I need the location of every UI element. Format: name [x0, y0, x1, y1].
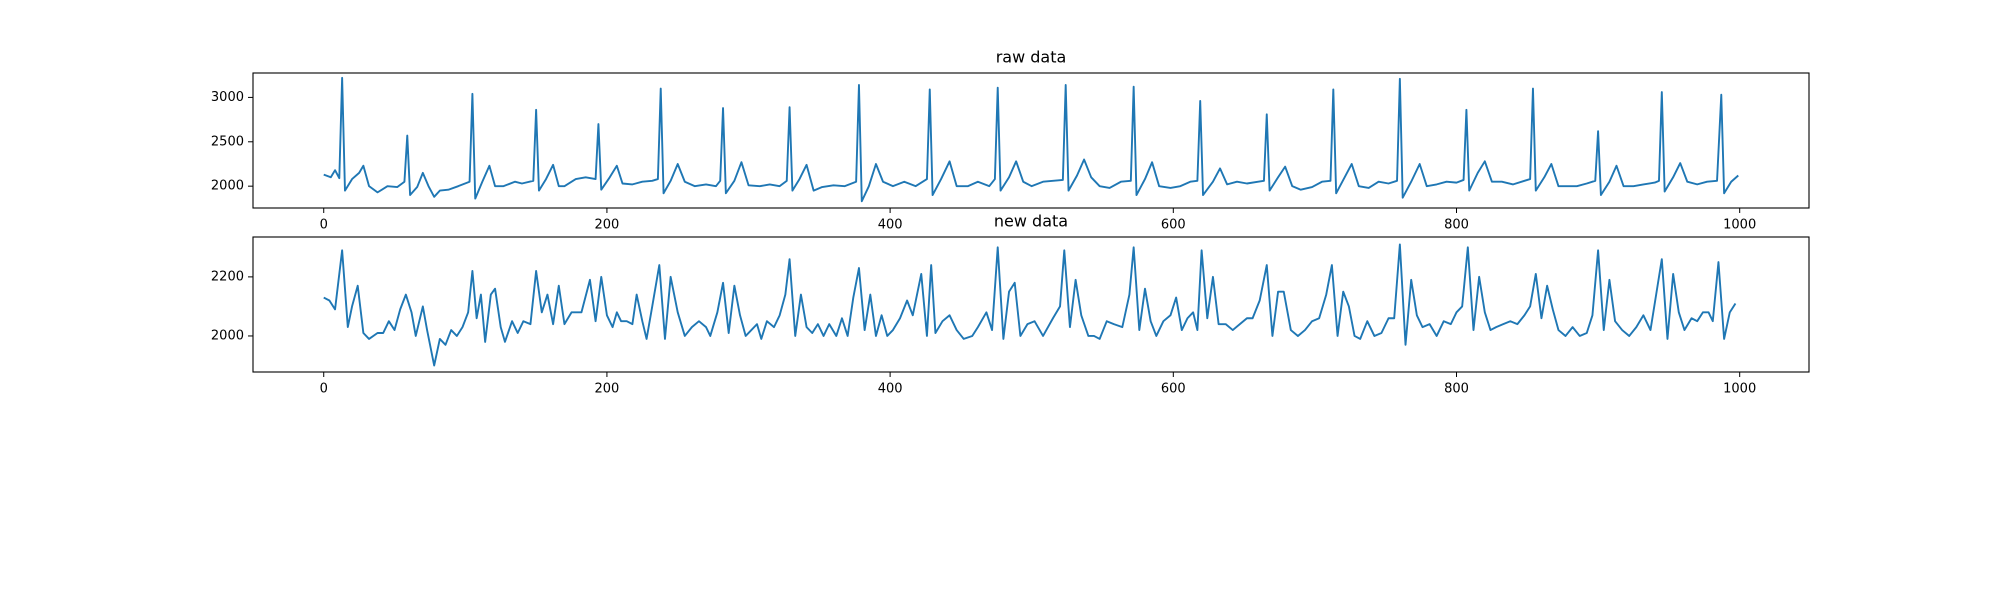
data-line — [323, 76, 1739, 203]
axes-frame — [252, 236, 1810, 373]
x-tick-label: 1000 — [1723, 382, 1756, 397]
x-tick-label: 800 — [1444, 218, 1469, 233]
x-tick-label: 600 — [1161, 218, 1186, 233]
x-tick-label: 600 — [1161, 382, 1186, 397]
x-tick-label: 400 — [878, 218, 903, 233]
y-tick-label: 2500 — [211, 134, 244, 149]
x-tick-label: 800 — [1444, 382, 1469, 397]
chart-title: raw data — [996, 48, 1067, 67]
x-tick-label: 1000 — [1723, 218, 1756, 233]
y-tick-label: 2000 — [211, 179, 244, 194]
y-tick-label: 3000 — [211, 90, 244, 105]
x-tick-label: 200 — [595, 382, 620, 397]
y-tick-label: 2200 — [211, 269, 244, 284]
chart-title: new data — [994, 212, 1068, 231]
axes-frame — [252, 72, 1810, 209]
data-line — [323, 243, 1737, 367]
y-tick-label: 2000 — [211, 328, 244, 343]
x-tick-label: 0 — [320, 218, 328, 233]
x-tick-label: 0 — [320, 382, 328, 397]
x-tick-label: 400 — [878, 382, 903, 397]
x-tick-label: 200 — [595, 218, 620, 233]
